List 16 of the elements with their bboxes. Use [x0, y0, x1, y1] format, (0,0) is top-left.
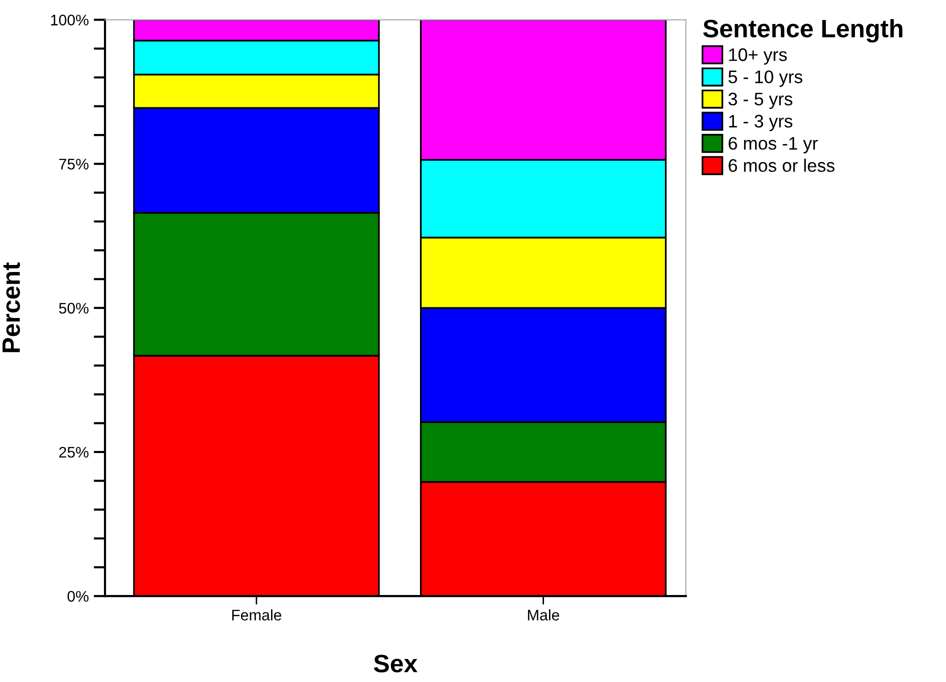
- y-axis-title: Percent: [2, 262, 20, 352]
- legend-label: 10+ yrs: [729, 48, 787, 65]
- legend-label: 1 - 3 yrs: [729, 114, 792, 132]
- y-tick-label: 25%: [59, 446, 88, 458]
- legend-title: Sentence Length: [703, 19, 902, 42]
- legend-label: 3 - 5 yrs: [728, 92, 792, 109]
- y-tick-label: 50%: [59, 302, 88, 314]
- x-tick-label: Male: [528, 609, 560, 620]
- y-tick-label: 0%: [68, 590, 88, 602]
- legend-label: 6 mos or less: [728, 158, 834, 172]
- x-tick-label: Female: [232, 609, 282, 620]
- legend-label: 5 - 10 yrs: [728, 70, 802, 87]
- x-axis-title: Sex: [374, 654, 418, 672]
- y-tick-label: 100%: [51, 14, 88, 26]
- legend-label: 6 mos -1 yr: [728, 136, 818, 154]
- y-tick-label: 75%: [59, 158, 88, 170]
